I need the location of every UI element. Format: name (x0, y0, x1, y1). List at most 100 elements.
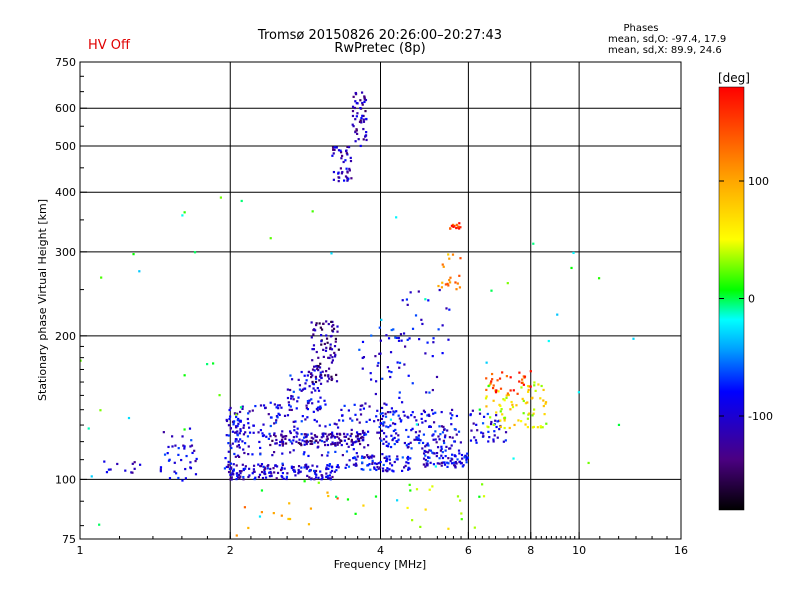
echo-point (183, 447, 186, 450)
echo-point (518, 371, 521, 374)
echo-point (362, 504, 365, 507)
echo-point (359, 144, 362, 148)
echo-point (329, 432, 332, 436)
echo-point (275, 442, 278, 445)
echo-point (505, 396, 508, 400)
echo-point (454, 461, 457, 464)
y-tick-label: 600 (55, 102, 76, 115)
echo-point (303, 433, 306, 436)
echo-point (319, 326, 322, 329)
echo-point (355, 440, 358, 443)
echo-point (335, 423, 338, 426)
echo-point (317, 365, 320, 368)
echo-point (303, 387, 307, 390)
echo-point (362, 114, 365, 118)
echo-point (300, 370, 303, 374)
echo-point (320, 454, 324, 457)
echo-point (362, 355, 366, 359)
echo-point (386, 470, 389, 473)
echo-point (307, 370, 311, 373)
echo-point (236, 430, 239, 433)
echo-point (338, 419, 341, 422)
echo-point (296, 427, 299, 430)
echo-point (317, 481, 320, 484)
echo-point (422, 463, 425, 466)
echo-point (366, 444, 370, 447)
echo-point (335, 495, 338, 498)
echo-point (349, 435, 352, 438)
echo-point (460, 512, 463, 515)
echo-point (424, 454, 427, 457)
echo-point (258, 440, 261, 444)
echo-point (418, 430, 421, 433)
echo-point (131, 471, 134, 474)
echo-point (364, 402, 367, 405)
echo-point (242, 433, 246, 436)
echo-point (331, 320, 334, 323)
echo-point (325, 334, 328, 337)
echo-point (307, 401, 310, 404)
echo-point (318, 322, 321, 325)
echo-point (313, 441, 316, 444)
echo-point (361, 429, 365, 433)
echo-point (421, 421, 424, 424)
echo-point (526, 401, 529, 404)
echo-point (336, 325, 339, 328)
echo-point (386, 411, 390, 414)
echo-point (237, 417, 240, 421)
echo-point (449, 227, 452, 230)
echo-point (534, 389, 537, 392)
echo-point (327, 356, 330, 359)
echo-point (431, 485, 434, 488)
echo-point (453, 428, 456, 431)
echo-point (381, 412, 384, 415)
echo-point (478, 495, 481, 498)
echo-point (335, 380, 339, 383)
echo-point (360, 91, 364, 94)
echo-point (587, 461, 590, 465)
echo-point (456, 226, 459, 229)
echo-point (260, 470, 264, 474)
echo-point (183, 211, 186, 214)
echo-point (443, 436, 447, 439)
echo-point (242, 475, 245, 479)
echo-point (357, 439, 360, 443)
echo-point (432, 337, 435, 340)
echo-point (345, 463, 348, 466)
echo-point (522, 399, 525, 403)
echo-point (489, 416, 492, 419)
echo-point (356, 434, 359, 437)
echo-point (354, 92, 358, 95)
echo-point (274, 464, 277, 467)
echo-point (251, 472, 254, 475)
echo-point (354, 462, 358, 465)
echo-point (292, 436, 296, 439)
echo-point (313, 471, 317, 474)
axis-ticks: 1 2 4 6 8 10 16 75 100 200 300 400 500 600 750 (55, 56, 688, 557)
echo-point (472, 422, 475, 425)
echo-point (289, 405, 292, 408)
echo-point (324, 374, 327, 377)
echo-point (244, 465, 247, 468)
echo-point (411, 519, 414, 522)
echo-point (437, 328, 440, 331)
echo-point (138, 270, 141, 273)
echo-point (447, 338, 450, 341)
echo-point (387, 442, 390, 445)
echo-point (373, 466, 376, 469)
echo-point (314, 377, 318, 380)
echo-point (326, 477, 330, 480)
echo-point (358, 442, 362, 446)
echo-point (379, 466, 382, 469)
echo-point (385, 459, 388, 463)
echo-point (359, 119, 362, 122)
echo-point (320, 376, 323, 380)
echo-point (499, 419, 502, 422)
echo-point (459, 257, 462, 260)
echo-point (286, 396, 290, 400)
echo-point (348, 169, 351, 172)
echo-point (298, 388, 302, 391)
echo-point (382, 415, 385, 418)
echo-point (377, 419, 380, 422)
echo-point (289, 388, 292, 392)
